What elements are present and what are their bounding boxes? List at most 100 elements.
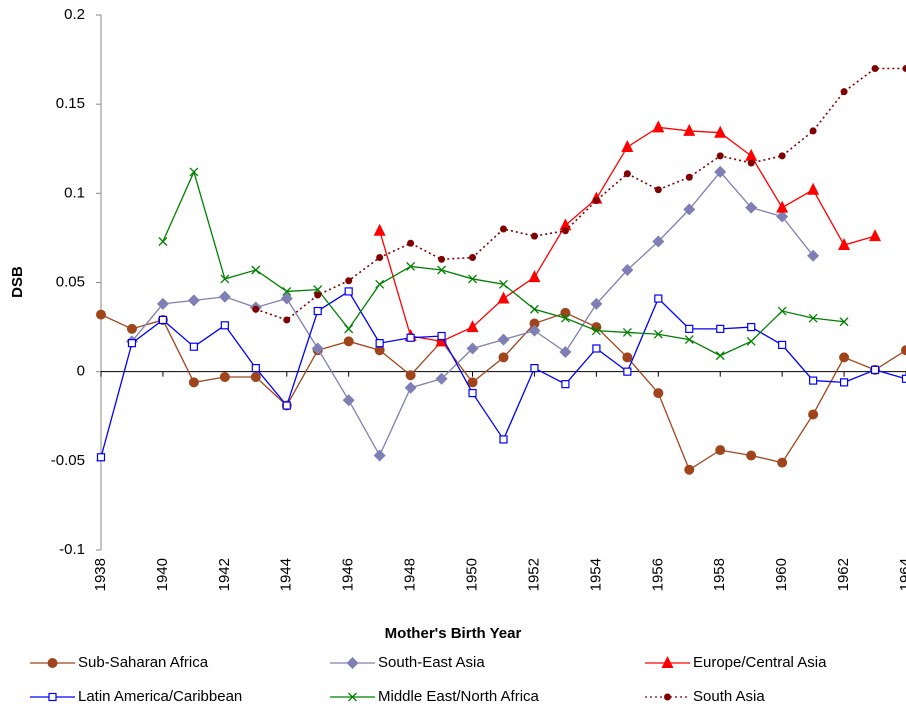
data-point	[158, 315, 168, 325]
x-axis-title: Mother's Birth Year	[385, 625, 522, 642]
x-tick-label: 1942	[216, 558, 233, 591]
data-point	[839, 317, 849, 327]
y-tick-label: 0.1	[64, 184, 85, 201]
data-point	[560, 313, 570, 323]
data-point	[437, 331, 446, 341]
data-point	[747, 159, 755, 167]
data-point	[870, 365, 880, 374]
data-point	[437, 265, 447, 275]
data-point	[344, 287, 353, 296]
data-point	[468, 274, 477, 284]
data-point	[404, 381, 417, 394]
data-point	[622, 352, 633, 363]
data-point	[654, 294, 663, 303]
data-point	[251, 364, 260, 373]
data-point	[559, 346, 572, 359]
x-tick-label: 1958	[711, 558, 728, 591]
x-tick-label: 1948	[402, 558, 419, 591]
data-point	[219, 372, 230, 383]
data-point	[776, 200, 789, 213]
data-point	[530, 364, 539, 373]
data-point	[777, 306, 787, 316]
data-point	[838, 238, 851, 251]
data-point	[808, 313, 818, 323]
x-tick-label: 1938	[92, 558, 109, 591]
data-point	[716, 152, 724, 160]
data-point	[466, 320, 479, 333]
data-point	[469, 254, 477, 262]
data-point	[187, 294, 200, 307]
data-point	[807, 249, 820, 262]
data-point	[840, 88, 848, 96]
data-point	[683, 123, 696, 136]
data-point	[435, 372, 448, 385]
data-point	[96, 309, 106, 320]
data-point	[871, 65, 879, 72]
data-point	[653, 388, 664, 399]
data-point	[685, 324, 694, 333]
legend-marker	[661, 656, 674, 668]
data-point	[345, 277, 353, 285]
data-point	[776, 210, 789, 223]
series-line	[131, 170, 814, 457]
data-point	[902, 65, 906, 72]
data-point	[530, 304, 539, 314]
data-point	[745, 201, 758, 214]
data-point	[715, 445, 726, 456]
data-point	[621, 264, 634, 277]
data-point	[499, 435, 508, 444]
data-point	[466, 342, 479, 355]
data-point	[156, 297, 169, 310]
data-point	[220, 274, 230, 284]
data-point	[808, 409, 819, 420]
y-tick-label: 0	[77, 363, 85, 380]
data-point	[497, 333, 510, 346]
data-point	[715, 351, 725, 361]
data-point	[344, 324, 354, 334]
data-point	[376, 254, 384, 262]
data-point	[746, 450, 757, 461]
data-point	[623, 170, 631, 178]
data-point	[901, 345, 906, 356]
series-line	[255, 67, 906, 321]
data-point	[283, 316, 291, 324]
data-point	[622, 327, 632, 337]
data-point	[373, 223, 386, 236]
data-point	[282, 401, 291, 410]
x-tick-label: 1940	[154, 558, 171, 591]
x-tick-label: 1954	[587, 558, 604, 591]
data-point	[280, 292, 293, 305]
data-point	[189, 167, 199, 177]
series-line	[379, 126, 876, 343]
data-point	[654, 186, 662, 194]
data-point	[438, 255, 446, 263]
data-point	[342, 394, 355, 407]
x-tick-label: 1946	[340, 558, 357, 591]
data-point	[497, 291, 510, 304]
data-point	[747, 322, 756, 332]
data-point	[777, 457, 788, 468]
data-point	[373, 449, 386, 462]
data-point	[251, 265, 261, 275]
data-point	[313, 306, 322, 316]
legend-marker	[47, 658, 58, 668]
data-point	[311, 342, 324, 355]
data-point	[405, 370, 416, 381]
data-point	[591, 326, 601, 336]
data-point	[407, 239, 415, 247]
y-tick-label: 0.2	[64, 6, 85, 23]
data-point	[252, 305, 260, 313]
data-point	[158, 237, 168, 246]
data-point	[683, 203, 696, 216]
data-point	[869, 229, 882, 242]
data-point	[901, 374, 906, 383]
data-point	[529, 318, 540, 329]
legend-label: South Asia	[693, 688, 765, 705]
x-tick-label: 1962	[835, 558, 852, 591]
legend-marker	[664, 693, 671, 701]
data-point	[127, 339, 137, 348]
data-point	[684, 464, 695, 475]
data-point	[561, 380, 570, 389]
legend-label: Sub-Saharan Africa	[78, 654, 209, 671]
data-point	[467, 377, 478, 388]
